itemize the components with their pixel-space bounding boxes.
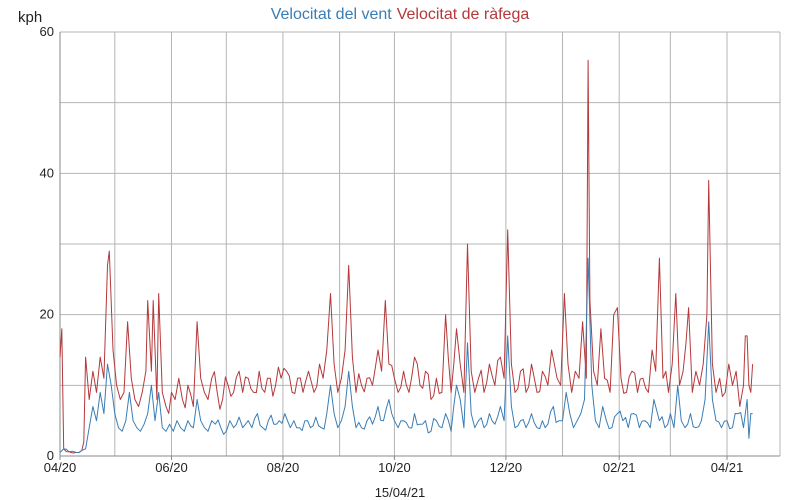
y-tick-label: 60 <box>40 24 54 39</box>
legend-item-gust-speed[interactable]: Velocitat de ràfega <box>397 6 530 23</box>
x-tick-label: 08/20 <box>267 460 300 475</box>
y-tick-label: 0 <box>47 448 54 463</box>
x-tick-label: 04/20 <box>44 460 77 475</box>
y-tick-label: 40 <box>40 165 54 180</box>
y-unit-label: kph <box>18 9 42 26</box>
y-tick-labels: 0 20 40 60 <box>40 24 54 463</box>
y-tick-label: 20 <box>40 307 54 322</box>
series-lines <box>59 59 754 454</box>
x-tick-label: 02/21 <box>603 460 636 475</box>
x-tick-label: 06/20 <box>155 460 188 475</box>
x-tick-labels: 04/20 06/20 08/20 10/20 12/20 02/21 04/21 <box>44 456 744 475</box>
series-line-wind-speed <box>59 257 753 453</box>
x-tick-label: 04/21 <box>711 460 744 475</box>
date-footer: 15/04/21 <box>375 485 426 500</box>
x-tick-label: 12/20 <box>490 460 523 475</box>
legend: Velocitat del vent Velocitat de ràfega <box>271 6 530 23</box>
x-tick-label: 10/20 <box>378 460 411 475</box>
series-line-gust-speed <box>59 59 754 454</box>
grid-lines <box>59 31 781 457</box>
legend-item-wind-speed[interactable]: Velocitat del vent <box>271 6 393 23</box>
